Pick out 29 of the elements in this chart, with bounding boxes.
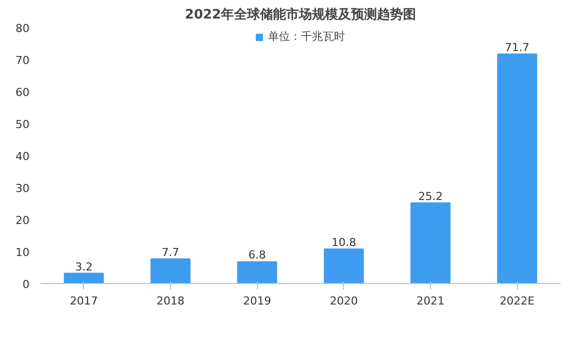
bar — [237, 261, 278, 284]
data-label: 3.2 — [75, 260, 93, 274]
y-tick-label: 70 — [16, 54, 30, 67]
y-tick-label: 20 — [16, 214, 30, 227]
y-tick-label: 30 — [16, 182, 30, 195]
bar — [497, 54, 538, 284]
data-label: 10.8 — [332, 236, 356, 249]
x-tick-label: 2017 — [70, 294, 98, 308]
x-tick-label: 2018 — [156, 294, 185, 308]
x-tick-label: 2020 — [330, 294, 358, 308]
y-tick-label: 60 — [16, 86, 30, 99]
bar — [150, 258, 190, 284]
bar — [64, 272, 104, 284]
bar — [324, 248, 364, 284]
y-tick-label: 10 — [16, 246, 30, 259]
y-tick-label: 40 — [16, 150, 30, 163]
y-tick-label: 50 — [16, 118, 30, 131]
x-tick-label: 2019 — [243, 294, 272, 308]
bar — [410, 202, 450, 284]
data-label: 25.2 — [418, 190, 443, 203]
x-tick-label: 2022E — [500, 294, 535, 308]
legend-label: 单位：千兆瓦时 — [268, 29, 345, 44]
chart-title: 2022年全球储能市场规模及预测趋势图 — [184, 6, 416, 22]
data-label: 71.7 — [504, 41, 530, 54]
y-tick-label: 0 — [22, 278, 30, 291]
x-tick-label: 2021 — [416, 294, 445, 308]
data-label: 7.7 — [162, 246, 180, 259]
y-tick-label: 80 — [16, 22, 30, 35]
data-label: 6.8 — [248, 248, 266, 262]
